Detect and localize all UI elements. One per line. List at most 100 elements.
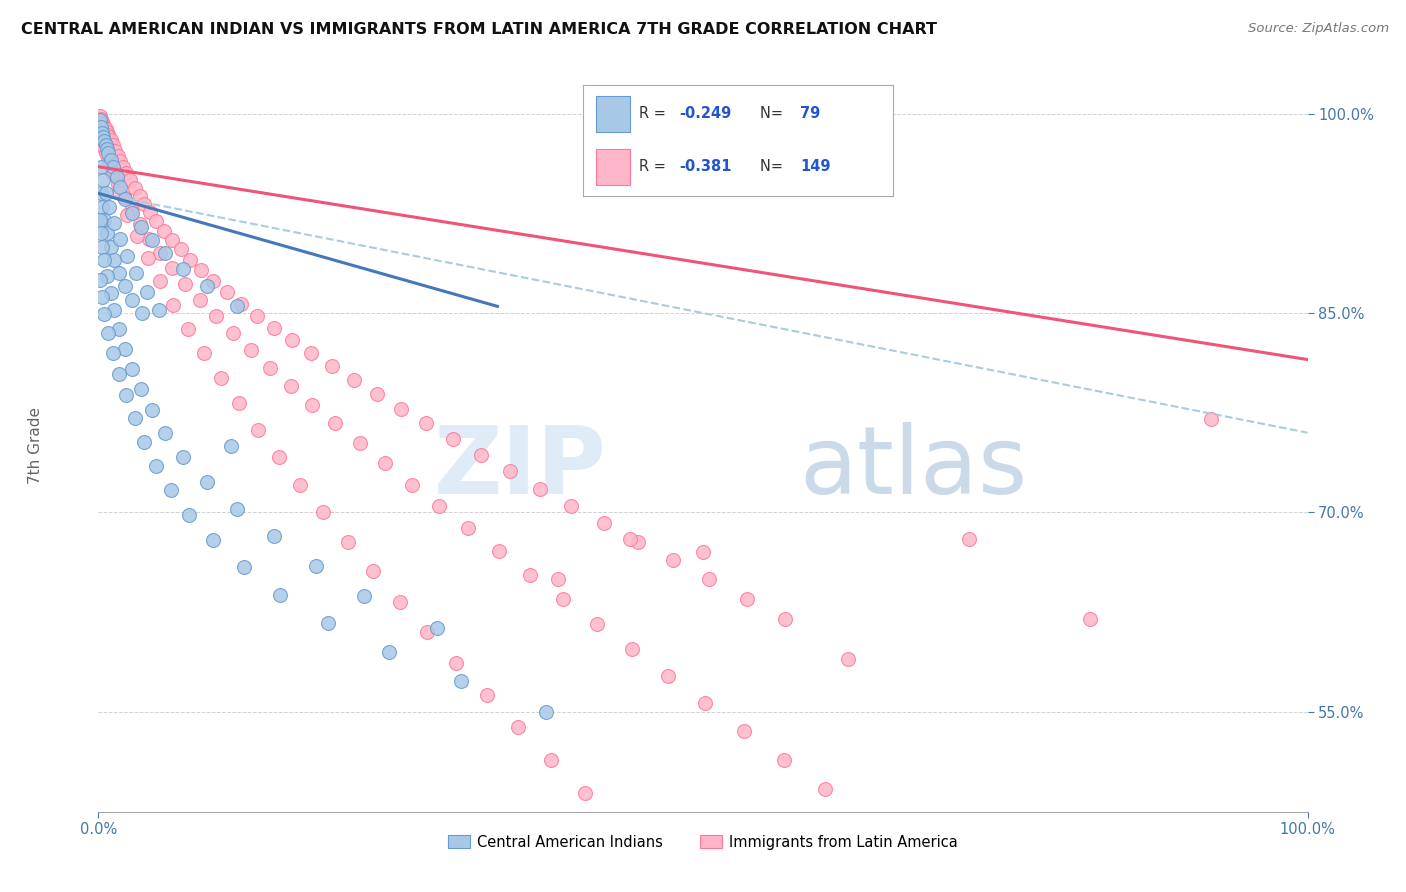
Point bbox=[263, 320, 285, 334]
Text: ZIP: ZIP bbox=[433, 422, 606, 514]
Point bbox=[94, 146, 117, 161]
Point bbox=[149, 274, 172, 288]
Point bbox=[498, 464, 520, 478]
Point bbox=[470, 448, 492, 462]
Point bbox=[661, 553, 683, 567]
Point bbox=[127, 228, 149, 243]
Point bbox=[574, 786, 596, 800]
Point bbox=[93, 141, 115, 155]
Bar bbox=[596, 150, 630, 186]
Point bbox=[644, 855, 666, 870]
Point bbox=[101, 165, 124, 179]
Point bbox=[124, 411, 146, 425]
Point bbox=[91, 200, 114, 214]
Text: 79: 79 bbox=[800, 105, 820, 120]
Point bbox=[90, 160, 112, 174]
Point bbox=[90, 127, 112, 141]
Point bbox=[957, 532, 980, 546]
Point bbox=[112, 190, 135, 204]
Point bbox=[457, 521, 479, 535]
Point bbox=[145, 458, 167, 473]
Point bbox=[221, 326, 243, 340]
Point bbox=[124, 181, 146, 195]
Point bbox=[389, 401, 412, 416]
Point bbox=[111, 160, 134, 174]
Point bbox=[202, 533, 225, 548]
Point bbox=[426, 621, 449, 635]
Point bbox=[93, 213, 115, 227]
Point bbox=[529, 482, 551, 496]
Point bbox=[129, 382, 152, 396]
Point bbox=[246, 309, 269, 323]
Point bbox=[221, 439, 243, 453]
Point bbox=[540, 753, 562, 767]
Point bbox=[136, 252, 159, 266]
Point bbox=[108, 367, 131, 381]
Point bbox=[98, 200, 121, 214]
Point bbox=[321, 359, 343, 374]
Point bbox=[97, 326, 120, 340]
Point bbox=[138, 231, 160, 245]
Point bbox=[366, 387, 388, 401]
Point bbox=[692, 545, 714, 559]
Point bbox=[115, 166, 138, 180]
Point bbox=[139, 205, 162, 219]
Point bbox=[100, 153, 122, 167]
Point bbox=[316, 615, 339, 630]
Point bbox=[135, 285, 157, 299]
Point bbox=[121, 293, 143, 307]
Point bbox=[125, 266, 148, 280]
Text: -0.249: -0.249 bbox=[679, 105, 731, 120]
Point bbox=[193, 346, 215, 360]
Text: 149: 149 bbox=[800, 159, 831, 174]
Point bbox=[104, 144, 127, 158]
Point bbox=[90, 120, 112, 134]
Point bbox=[450, 674, 472, 689]
Point bbox=[91, 130, 114, 145]
Point bbox=[117, 249, 139, 263]
Point bbox=[172, 450, 194, 464]
Point bbox=[162, 298, 184, 312]
Point bbox=[121, 362, 143, 376]
Point bbox=[100, 166, 122, 180]
Point bbox=[172, 262, 194, 277]
Point bbox=[91, 130, 114, 145]
Point bbox=[620, 642, 643, 657]
Point bbox=[93, 307, 115, 321]
Point bbox=[195, 279, 218, 293]
Point bbox=[141, 233, 163, 247]
Point bbox=[592, 516, 614, 530]
Point bbox=[89, 120, 111, 134]
Point bbox=[226, 299, 249, 313]
Point bbox=[128, 217, 150, 231]
Point bbox=[101, 346, 124, 360]
Point bbox=[93, 120, 115, 134]
Point bbox=[336, 534, 359, 549]
Point bbox=[105, 170, 128, 185]
Point bbox=[312, 506, 335, 520]
Point bbox=[96, 268, 118, 283]
Point bbox=[290, 477, 312, 491]
Point bbox=[134, 435, 156, 450]
Point bbox=[1199, 412, 1222, 426]
Point bbox=[695, 696, 717, 710]
Point bbox=[98, 130, 121, 145]
Point bbox=[682, 891, 704, 892]
Point bbox=[945, 875, 967, 889]
Point bbox=[91, 173, 114, 187]
Point bbox=[97, 128, 120, 142]
Point bbox=[773, 753, 796, 767]
Point bbox=[353, 589, 375, 603]
Point bbox=[90, 186, 112, 201]
Point bbox=[117, 208, 139, 222]
Point bbox=[446, 656, 468, 670]
Point bbox=[108, 179, 131, 194]
Point bbox=[195, 475, 218, 489]
Point bbox=[89, 113, 111, 128]
Point bbox=[228, 396, 250, 410]
Point bbox=[814, 782, 837, 797]
Point bbox=[547, 572, 569, 586]
Point bbox=[190, 263, 212, 277]
Bar bbox=[596, 96, 630, 132]
Point bbox=[697, 572, 720, 586]
